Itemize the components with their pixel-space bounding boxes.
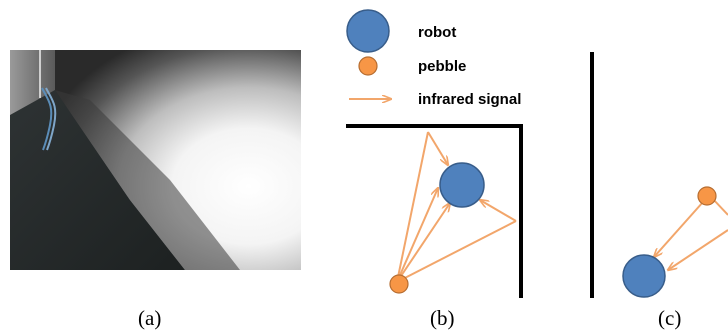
photo-illustration [10, 50, 301, 270]
signal-direct-1 [396, 188, 438, 283]
caption-a: (a) [138, 306, 162, 330]
carpet-floor [10, 90, 185, 270]
pebble-c [697, 186, 717, 206]
corner-wall [346, 124, 523, 298]
legend-robot-label: robot [418, 24, 456, 41]
signal-direct-2 [396, 203, 450, 283]
pebble-b [389, 274, 409, 294]
corridor-photo [10, 50, 301, 270]
signal-reflect-top [427, 131, 448, 165]
robot-c [622, 254, 666, 298]
signal-direct-c [654, 201, 704, 257]
legend-pebble-symbol [358, 56, 378, 76]
legend-pebble-label: pebble [418, 58, 466, 75]
robot-b [439, 162, 485, 208]
signal-reflect-right [480, 200, 517, 222]
legend-robot-symbol [346, 9, 390, 53]
signal-to-wall-right [396, 220, 517, 283]
legend-signal-label: infrared signal [418, 91, 521, 108]
caption-c: (c) [658, 306, 682, 330]
signal-to-wall-top [396, 131, 429, 283]
caption-b: (b) [430, 306, 455, 330]
cable [41, 87, 53, 151]
signal-reflect-c [668, 229, 728, 270]
